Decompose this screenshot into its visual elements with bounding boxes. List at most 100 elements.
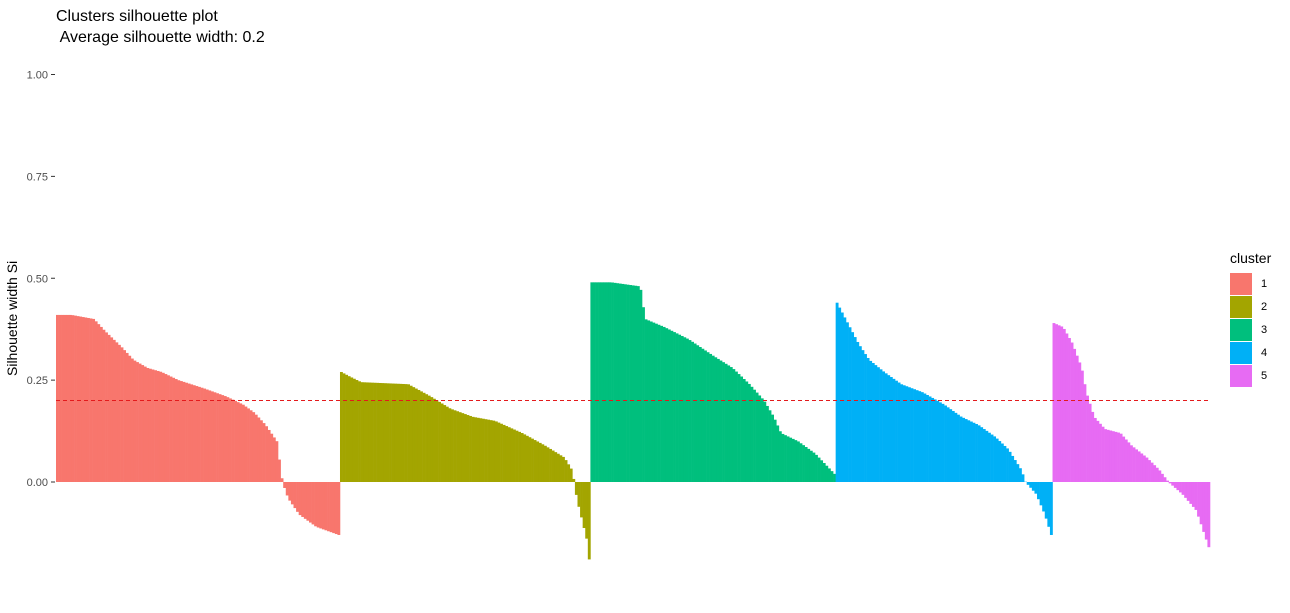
silhouette-bar — [647, 320, 651, 482]
silhouette-bar — [58, 314, 62, 482]
silhouette-bar — [1008, 451, 1012, 482]
silhouette-bar — [882, 371, 886, 482]
silhouette-bar — [505, 426, 509, 482]
silhouette-bar — [876, 367, 880, 482]
silhouette-bar — [789, 437, 793, 482]
chart-title: Clusters silhouette plot — [56, 8, 218, 25]
silhouette-bar — [241, 404, 245, 482]
silhouette-bar — [425, 394, 429, 482]
silhouette-bar — [1065, 333, 1069, 482]
silhouette-bar — [221, 395, 225, 482]
silhouette-bar — [112, 339, 116, 482]
legend-label: 3 — [1261, 323, 1268, 336]
silhouette-bar — [1171, 482, 1175, 486]
silhouette-bar — [884, 373, 888, 482]
silhouette-bar — [456, 411, 460, 482]
silhouette-bar — [74, 315, 77, 482]
silhouette-bar — [314, 482, 318, 527]
silhouette-bar — [933, 399, 937, 482]
silhouette-bar — [567, 464, 571, 482]
silhouette-bar — [900, 384, 904, 482]
silhouette-bar — [662, 326, 666, 482]
silhouette-bar — [786, 436, 790, 482]
silhouette-bar — [613, 282, 617, 482]
silhouette-bar — [334, 482, 338, 535]
silhouette-bar — [430, 397, 434, 482]
silhouette-bar — [66, 314, 70, 482]
silhouette-bar — [316, 482, 320, 528]
silhouette-bar — [915, 390, 919, 482]
silhouette-bar — [543, 445, 547, 482]
silhouette-bar — [1191, 482, 1195, 507]
silhouette-bar — [1057, 325, 1061, 482]
silhouette-bar — [94, 321, 98, 482]
silhouette-bar — [458, 412, 462, 482]
silhouette-bar — [595, 282, 599, 482]
silhouette-bar — [414, 388, 418, 482]
silhouette-bar — [159, 371, 163, 482]
legend: cluster 1 2 3 4 5 — [1230, 250, 1271, 387]
silhouette-bar — [962, 417, 966, 482]
silhouette-bar — [1179, 482, 1182, 493]
silhouette-bar — [1197, 482, 1200, 517]
silhouette-bar — [835, 302, 839, 482]
silhouette-bar — [760, 398, 764, 482]
silhouette-bar — [231, 399, 235, 482]
silhouette-bar — [262, 423, 266, 482]
silhouette-bar — [1106, 429, 1110, 482]
legend-label: 2 — [1261, 300, 1268, 313]
silhouette-bar — [391, 383, 395, 482]
silhouette-bar — [249, 410, 253, 482]
silhouette-bar — [923, 393, 927, 482]
silhouette-bar — [1070, 342, 1074, 482]
silhouette-bar — [523, 434, 527, 482]
silhouette-bar — [1073, 348, 1077, 482]
silhouette-bar — [216, 393, 219, 482]
silhouette-bar — [574, 482, 578, 495]
silhouette-bar — [138, 363, 142, 482]
silhouette-bar — [1075, 355, 1079, 482]
silhouette-bar — [510, 428, 514, 482]
silhouette-bar — [463, 414, 467, 482]
legend-swatch — [1230, 272, 1252, 295]
silhouette-bar — [626, 284, 630, 482]
silhouette-bar — [306, 482, 310, 521]
silhouette-bar — [474, 417, 478, 482]
silhouette-bar — [1060, 326, 1064, 482]
silhouette-bar — [370, 382, 374, 482]
silhouette-bar — [290, 482, 294, 505]
silhouette-bar — [946, 407, 950, 482]
silhouette-bar — [321, 482, 325, 530]
silhouette-bar — [871, 363, 875, 482]
legend-swatch — [1230, 341, 1252, 364]
silhouette-bar — [1127, 442, 1131, 482]
silhouette-bar — [355, 380, 359, 482]
silhouette-bar — [303, 482, 307, 519]
silhouette-bar — [296, 482, 299, 512]
silhouette-bar — [435, 400, 439, 482]
silhouette-bar — [910, 388, 914, 482]
silhouette-bar — [1173, 482, 1177, 488]
silhouette-bar — [1155, 467, 1159, 482]
silhouette-bar — [598, 282, 602, 482]
silhouette-bar — [342, 373, 346, 482]
silhouette-bar — [404, 384, 408, 482]
silhouette-bar — [1148, 460, 1151, 482]
silhouette-bar — [1117, 432, 1120, 482]
silhouette-bar — [378, 382, 382, 482]
silhouette-bar — [541, 444, 545, 482]
silhouette-bar — [920, 392, 924, 482]
silhouette-bar — [301, 482, 305, 517]
silhouette-bar — [259, 420, 263, 482]
silhouette-bar — [1160, 473, 1164, 482]
silhouette-bar — [86, 317, 90, 482]
silhouette-bar — [272, 437, 276, 482]
silhouette-bar — [487, 419, 491, 482]
silhouette-bar — [156, 370, 160, 482]
silhouette-bar — [918, 391, 922, 482]
silhouette-bar — [466, 415, 470, 482]
silhouette-bar — [210, 391, 214, 482]
y-tick-label: 0.75 — [27, 171, 48, 183]
legend-item-cluster-4: 4 — [1230, 341, 1271, 364]
silhouette-bar — [1194, 482, 1198, 510]
